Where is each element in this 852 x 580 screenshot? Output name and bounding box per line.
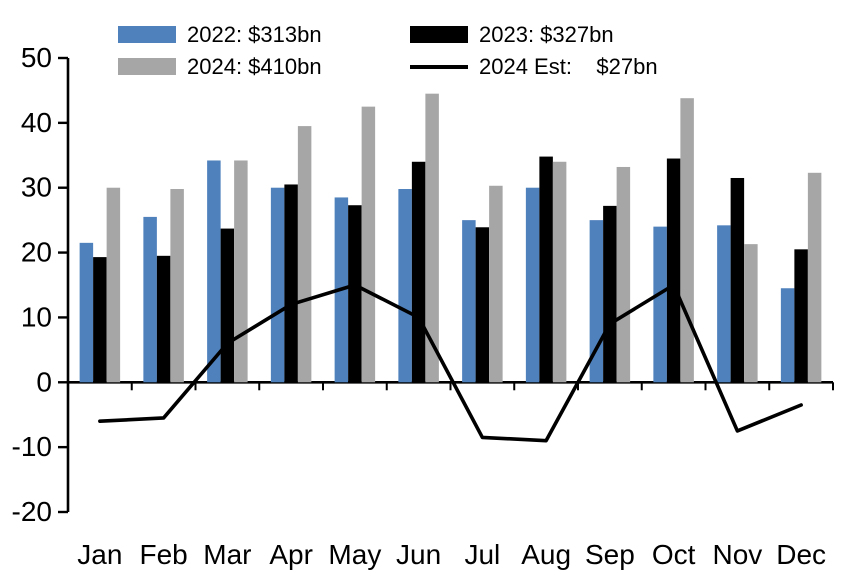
y-axis-label: -20 bbox=[12, 496, 52, 527]
bar-2022-mar bbox=[207, 160, 221, 383]
bar-2023-oct bbox=[666, 158, 681, 383]
bar-2024-apr bbox=[297, 126, 312, 383]
x-axis-label: Jan bbox=[77, 539, 122, 570]
bar-2023-sep bbox=[603, 205, 617, 383]
bar-2022-jun bbox=[398, 189, 412, 383]
bar-2023-nov bbox=[730, 177, 745, 383]
bar-2024-aug bbox=[552, 161, 567, 383]
bar-2024-sep bbox=[616, 166, 631, 383]
bar-2022-oct bbox=[653, 226, 667, 383]
x-axis-label: Mar bbox=[203, 539, 251, 570]
legend-swatch-2023 bbox=[410, 26, 468, 44]
y-axis-label: 20 bbox=[21, 237, 52, 268]
y-axis-label: 10 bbox=[21, 301, 52, 332]
legend-item-2024-est: 2024 Est: $27bn bbox=[410, 54, 658, 79]
bar-2023-aug bbox=[539, 156, 553, 383]
bar-2024-mar bbox=[234, 160, 248, 383]
x-axis-label: Dec bbox=[776, 539, 826, 570]
line-2024-est bbox=[98, 283, 803, 443]
x-axis-label: Apr bbox=[269, 539, 313, 570]
x-axis-label: Sep bbox=[585, 539, 635, 570]
bar-2022-jul bbox=[462, 220, 476, 383]
legend-label: 2022: $313bn bbox=[187, 22, 322, 47]
x-axis-label: Oct bbox=[652, 539, 696, 570]
legend-label: 2024 Est: $27bn bbox=[479, 54, 658, 80]
legend-item-2024: 2024: $410bn bbox=[118, 54, 410, 79]
x-axis-label: Feb bbox=[140, 539, 188, 570]
y-axis-label: 40 bbox=[21, 107, 52, 138]
bar-2022-apr bbox=[270, 187, 285, 383]
bar-2024-nov bbox=[744, 244, 758, 383]
y-axis-label: 50 bbox=[21, 42, 52, 73]
bar-2023-jan bbox=[93, 257, 107, 383]
bar-2023-jun bbox=[411, 161, 426, 383]
x-axis-label: May bbox=[328, 539, 381, 570]
bar-2023-dec bbox=[794, 249, 808, 383]
bar-2024-dec bbox=[807, 172, 822, 383]
bar-2023-mar bbox=[220, 228, 235, 383]
bar-2023-jul bbox=[475, 227, 490, 383]
bar-2022-feb bbox=[143, 216, 157, 383]
legend-swatch-2022 bbox=[118, 26, 176, 44]
bar-2024-jun bbox=[425, 93, 439, 383]
bar-2023-feb bbox=[156, 255, 171, 383]
x-axis-label: Jul bbox=[464, 539, 500, 570]
bar-2024-feb bbox=[170, 189, 184, 383]
legend-label: 2024: $410bn bbox=[187, 54, 322, 80]
bar-2022-jan bbox=[79, 242, 94, 383]
bar-2024-jul bbox=[489, 185, 503, 383]
legend-swatch-2024-est bbox=[410, 64, 468, 69]
y-axis-label: 30 bbox=[21, 172, 52, 203]
bar-2024-jan bbox=[106, 187, 121, 383]
legend-swatch-2024 bbox=[118, 58, 176, 76]
x-axis-label: Aug bbox=[521, 539, 571, 570]
bar-2022-aug bbox=[525, 187, 540, 383]
bar-2022-nov bbox=[717, 225, 731, 383]
legend-label: 2023: $327bn bbox=[479, 22, 614, 47]
legend-item-2022: 2022: $313bn bbox=[118, 22, 410, 47]
bar-2024-may bbox=[361, 106, 376, 383]
bar-2023-may bbox=[348, 205, 362, 383]
bar-2023-apr bbox=[284, 184, 298, 383]
y-axis-label: 0 bbox=[36, 366, 52, 397]
chart-legend: 2022: $313bn 2023: $327bn 2024: $410bn 2024… bbox=[118, 22, 658, 80]
legend-item-2023: 2023: $327bn bbox=[410, 22, 658, 47]
bar-2022-dec bbox=[780, 288, 795, 383]
x-axis-label: Nov bbox=[712, 539, 762, 570]
y-axis-label: -10 bbox=[12, 431, 52, 462]
bar-2024-oct bbox=[680, 98, 694, 383]
x-axis-label: Jun bbox=[396, 539, 441, 570]
